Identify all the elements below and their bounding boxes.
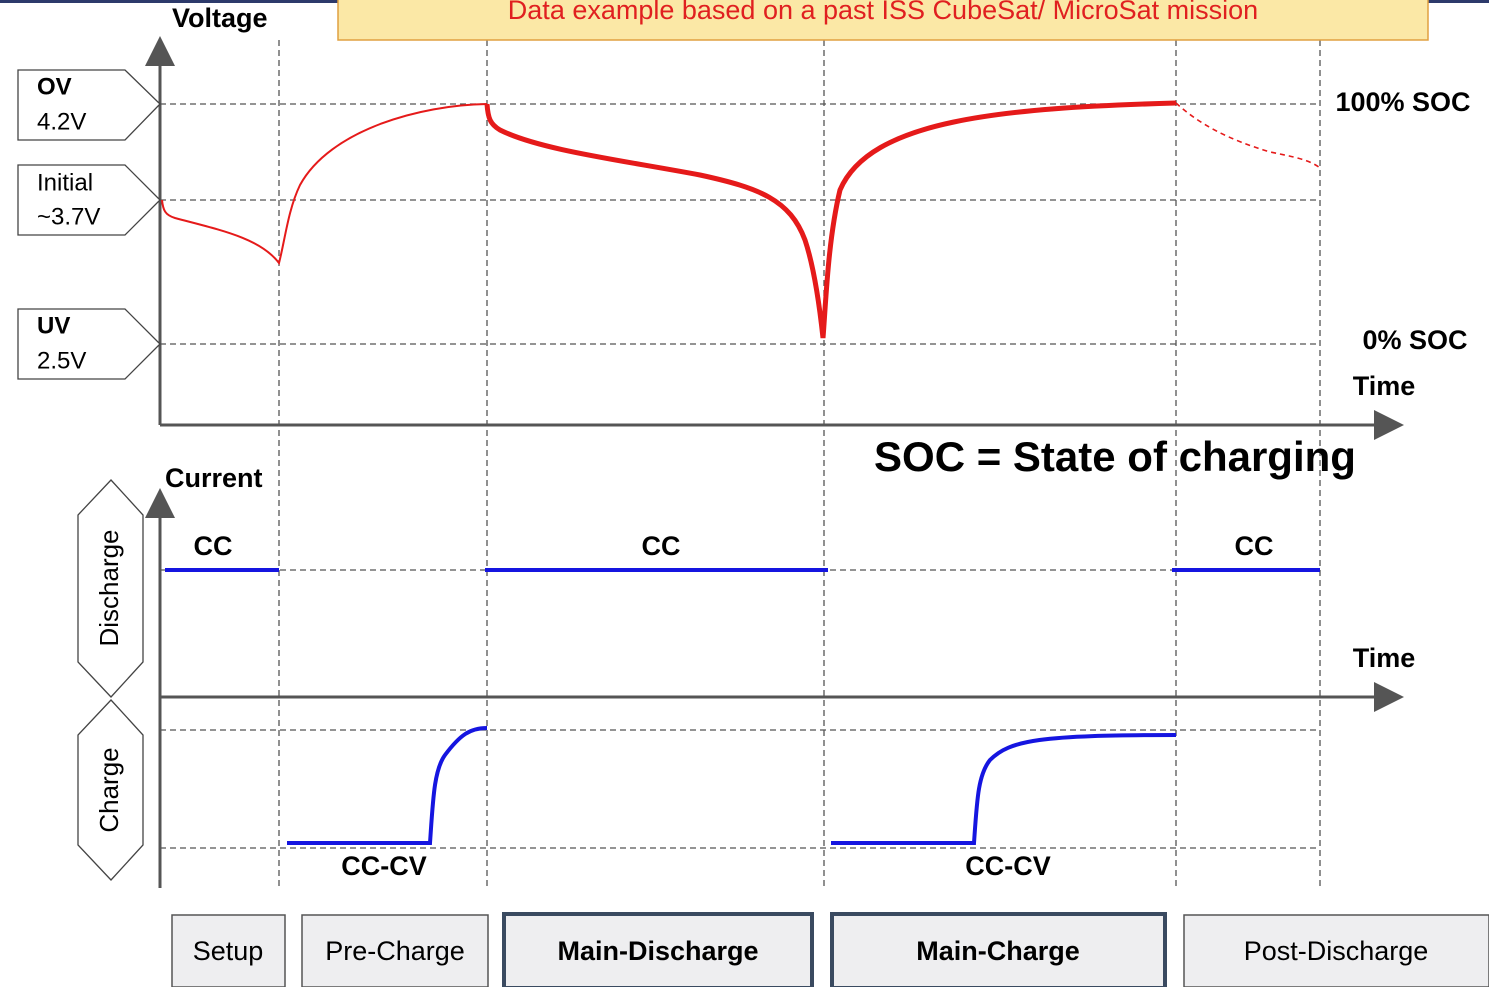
phases: Setup Pre-Charge Main-Discharge Main-Cha… (171, 912, 1489, 987)
banner-box (337, 0, 1429, 41)
axes (145, 36, 1404, 888)
marker-name: UV (37, 312, 70, 339)
charge-label: Charge (94, 747, 124, 832)
marker-box (17, 164, 161, 236)
x-axis-label: Time (1353, 371, 1416, 401)
charge-box (77, 699, 144, 881)
soc-note: SOC = State of charging (874, 433, 1356, 480)
phase: Setup (193, 936, 264, 966)
marker-name: OV (37, 73, 72, 100)
phase-mode: CC (642, 531, 681, 561)
current-curve (165, 568, 1320, 845)
phase-mode: CC-CV (965, 851, 1051, 881)
phase: Main-Discharge (557, 936, 758, 966)
phase-mode: CC (1235, 531, 1274, 561)
x-axis-label: Time (1353, 643, 1416, 673)
phase-mode: CC-CV (341, 851, 427, 881)
marker-box (17, 69, 161, 141)
phase: Main-Charge (916, 936, 1080, 966)
banner: Data example based on a past ISS CubeSat… (508, 0, 1258, 25)
soc-empty: 0% SOC (1362, 325, 1467, 355)
marker-value: ~3.7V (37, 203, 100, 230)
marker-box (17, 308, 161, 380)
marker-name: Initial (37, 169, 93, 196)
phase: Pre-Charge (325, 936, 465, 966)
y-axis-label: Voltage (172, 3, 268, 33)
discharge-box (77, 479, 144, 698)
marker-value: 2.5V (37, 347, 86, 374)
voltage-curve (161, 100, 1321, 339)
marker-value: 4.2V (37, 108, 86, 135)
phase: Post-Discharge (1244, 936, 1429, 966)
discharge-label: Discharge (94, 529, 124, 646)
phase-mode: CC (194, 531, 233, 561)
y-axis-label: Current (165, 463, 263, 493)
soc-full: 100% SOC (1335, 87, 1470, 117)
